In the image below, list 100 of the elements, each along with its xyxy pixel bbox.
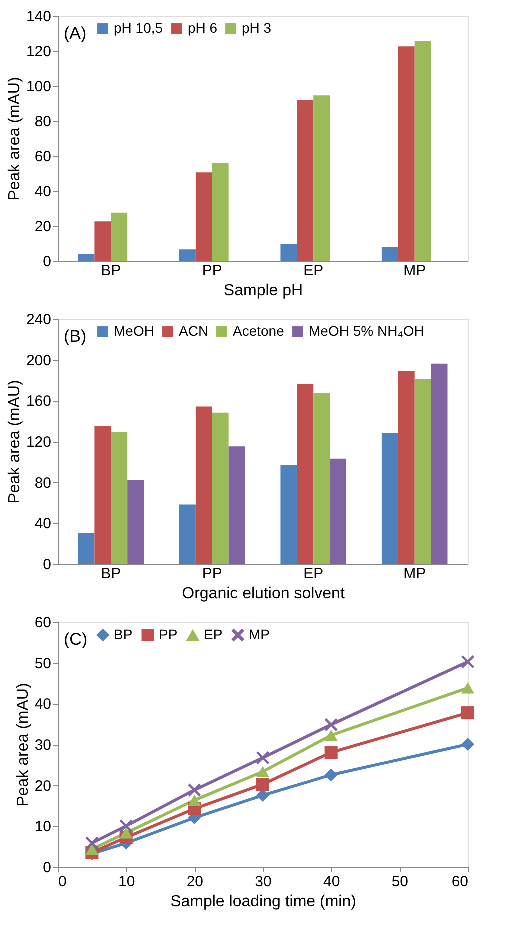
x-tick-label: 30 <box>255 874 272 890</box>
y-tick-label: 60 <box>34 148 52 166</box>
x-axis-title: Sample loading time (min) <box>170 894 356 910</box>
bar <box>297 100 314 261</box>
y-tick-label: 40 <box>34 696 52 714</box>
point <box>86 844 99 856</box>
bar <box>128 480 144 564</box>
legend-label: pH 6 <box>188 20 218 36</box>
point <box>86 836 99 850</box>
point <box>324 718 338 732</box>
bar <box>398 46 415 261</box>
annotation: (A) <box>64 24 87 43</box>
x-tick-label: 20 <box>186 874 204 890</box>
point <box>324 730 338 742</box>
y-tick-label: 140 <box>26 8 52 26</box>
y-tick-label: 200 <box>26 352 52 370</box>
x-tick-label: PP <box>202 262 222 280</box>
x-axis-title: Organic elution solvent <box>182 586 346 602</box>
bar <box>212 163 229 261</box>
y-axis-title: Peak area (mAU) <box>14 683 32 807</box>
y-tick-label: 50 <box>34 655 52 672</box>
y-tick-label: 0 <box>43 860 52 876</box>
bar <box>196 172 212 261</box>
point <box>461 738 475 752</box>
legend-label: MP <box>249 626 270 642</box>
point <box>188 794 202 806</box>
legend-label: pH 3 <box>242 20 272 36</box>
y-tick-label: 10 <box>34 818 52 836</box>
legend-label: MeOH 5% NH₄OH <box>309 323 424 339</box>
x-axis-title: Sample pH <box>224 282 304 300</box>
point <box>461 682 475 694</box>
point <box>324 768 338 782</box>
x-tick-label: 40 <box>323 874 340 890</box>
y-tick-label: 40 <box>34 516 52 533</box>
legend-label: ACN <box>179 323 209 339</box>
bar <box>398 371 415 564</box>
y-axis-title: Peak area (mAU) <box>6 380 24 504</box>
point <box>461 656 475 669</box>
point <box>324 746 338 760</box>
y-tick-label: 160 <box>26 393 52 410</box>
legend-label: MeOH <box>114 323 154 339</box>
x-tick-label: 60 <box>452 874 468 890</box>
bar <box>111 212 128 261</box>
x-tick-label: MP <box>404 566 426 582</box>
x-tick-label: 0 <box>58 874 67 890</box>
bar <box>330 458 347 564</box>
legend-label: BP <box>114 626 133 642</box>
bar <box>94 426 112 564</box>
x-tick-label: PP <box>202 566 222 582</box>
y-tick-label: 80 <box>34 114 52 130</box>
legend-label: EP <box>204 626 223 643</box>
bar <box>382 433 398 564</box>
bar <box>297 384 314 564</box>
y-tick-label: 40 <box>34 184 52 200</box>
x-tick-label: MP <box>404 262 426 280</box>
bar <box>196 406 212 564</box>
point <box>256 789 270 802</box>
bar <box>212 412 229 564</box>
legend-label: pH 10,5 <box>114 20 164 36</box>
y-tick-label: 60 <box>34 614 52 632</box>
point <box>188 784 202 797</box>
bar <box>78 533 95 564</box>
bar <box>179 250 196 261</box>
x-tick-label: EP <box>304 262 324 280</box>
bar <box>94 222 112 261</box>
y-tick-label: 120 <box>26 44 52 60</box>
y-tick-label: 100 <box>26 78 52 96</box>
bar <box>414 41 432 261</box>
x-tick-label: BP <box>101 566 122 582</box>
bar <box>314 394 330 564</box>
bar <box>414 379 432 564</box>
bar <box>382 247 398 261</box>
point <box>120 820 133 833</box>
bar <box>78 254 95 261</box>
y-tick-label: 20 <box>34 218 52 236</box>
x-tick-label: EP <box>304 566 324 582</box>
point <box>256 778 270 792</box>
annotation: (C) <box>64 630 88 649</box>
point <box>256 766 270 778</box>
bar <box>314 96 330 261</box>
y-tick-label: 120 <box>26 434 52 451</box>
annotation: (B) <box>64 327 87 346</box>
x-tick-label: BP <box>101 262 122 280</box>
bar <box>280 244 298 261</box>
y-tick-label: 80 <box>34 474 52 492</box>
bar <box>179 504 196 564</box>
y-axis-title: Peak area (mAU) <box>6 77 24 201</box>
legend-label: Acetone <box>233 323 285 339</box>
x-tick-label: 10 <box>118 874 136 890</box>
bar <box>111 432 128 564</box>
y-tick-label: 30 <box>34 737 52 754</box>
bar <box>431 364 448 564</box>
legend-label: PP <box>159 626 178 642</box>
point <box>461 706 475 720</box>
bar <box>280 464 298 564</box>
point <box>256 751 270 764</box>
bar <box>228 446 246 564</box>
y-tick-label: 240 <box>26 312 52 328</box>
y-tick-label: 20 <box>34 778 52 795</box>
x-tick-label: 50 <box>392 874 409 890</box>
